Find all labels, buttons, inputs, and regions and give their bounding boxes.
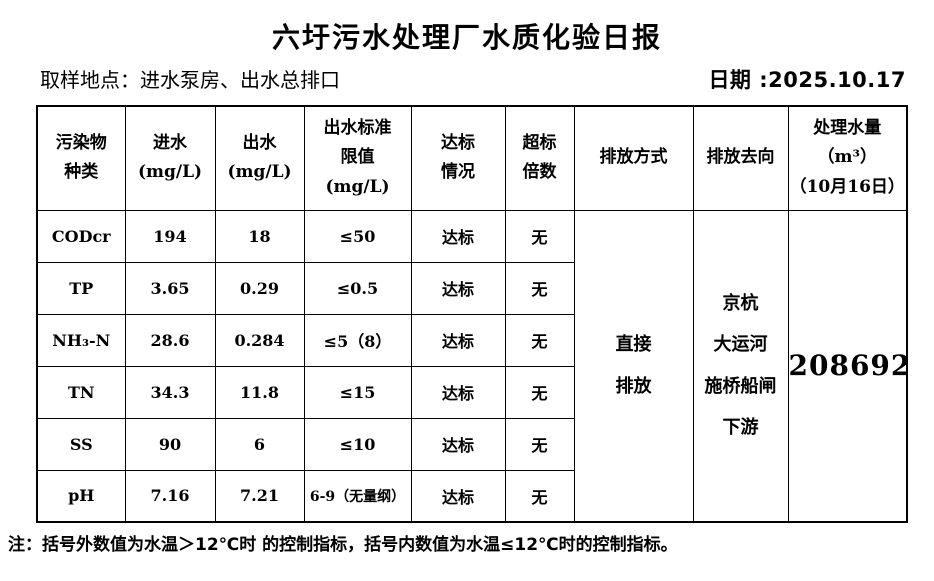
cell-exceed: 无: [504, 365, 575, 419]
cell-pollutant: NH₃-N: [36, 313, 126, 367]
cell-influent: 28.6: [124, 313, 216, 367]
water-quality-table: 污染物 种类 进水 (mg/L) 出水 (mg/L) 出水标准 限值 (mg/L…: [36, 105, 908, 523]
cell-treated-volume: 208692: [787, 209, 908, 523]
cell-pollutant: TP: [36, 261, 126, 315]
col-header-effluent: 出水 (mg/L): [214, 105, 305, 211]
table-row-tp: TP 3.65 0.29 ≤0.5 达标 无: [36, 261, 907, 315]
footnote: 注：括号外数值为水温＞12℃时 的控制指标，括号内数值为水温≤12℃时的控制指标…: [8, 535, 678, 555]
cell-status: 达标: [410, 313, 506, 367]
cell-pollutant: pH: [36, 469, 126, 523]
cell-effluent: 6: [214, 417, 305, 471]
sampling-location-label: 取样地点：进水泵房、出水总排口: [40, 68, 340, 92]
page-title: 六圩污水处理厂水质化验日报: [271, 21, 662, 54]
cell-status: 达标: [410, 469, 506, 523]
col-header-influent: 进水 (mg/L): [124, 105, 216, 211]
col-header-pollutant: 污染物 种类: [36, 105, 126, 211]
col-header-discharge-destination: 排放去向: [692, 105, 789, 211]
cell-influent: 194: [124, 209, 216, 263]
col-header-discharge-method: 排放方式: [573, 105, 694, 211]
table-row-tn: TN 34.3 11.8 ≤15 达标 无: [36, 365, 907, 419]
cell-status: 达标: [410, 417, 506, 471]
table-row-ss: SS 90 6 ≤10 达标 无: [36, 417, 907, 471]
table-row-codcr: CODcr 194 18 ≤50 达标 无 直接 排放 京杭 大运河 施桥船闸 …: [36, 209, 908, 523]
cell-discharge-method: 直接 排放: [573, 209, 694, 523]
table-header-row: 污染物 种类 进水 (mg/L) 出水 (mg/L) 出水标准 限值 (mg/L…: [36, 105, 908, 211]
cell-pollutant: TN: [36, 365, 126, 419]
col-header-status: 达标 情况: [410, 105, 506, 211]
cell-exceed: 无: [504, 261, 575, 315]
table-row-nh3n: NH₃-N 28.6 0.284 ≤5（8） 达标 无: [36, 313, 907, 367]
table-row-ph: pH 7.16 7.21 6-9（无量纲） 达标 无: [36, 469, 907, 523]
cell-limit: ≤10: [303, 417, 412, 471]
col-header-treated-volume: 处理水量 （m³） （10月16日）: [787, 105, 908, 211]
cell-discharge-destination: 京杭 大运河 施桥船闸 下游: [692, 209, 789, 523]
cell-exceed: 无: [504, 209, 575, 263]
cell-status: 达标: [410, 209, 506, 263]
cell-influent: 7.16: [124, 469, 216, 523]
cell-pollutant: SS: [36, 417, 126, 471]
cell-effluent: 18: [214, 209, 305, 263]
report-date: 日期 :2025.10.17: [708, 68, 906, 92]
cell-effluent: 0.29: [214, 261, 305, 315]
cell-exceed: 无: [504, 469, 575, 523]
cell-influent: 3.65: [124, 261, 216, 315]
cell-limit: ≤5（8）: [303, 313, 412, 367]
cell-limit: ≤50: [303, 209, 412, 263]
cell-status: 达标: [410, 365, 506, 419]
cell-limit: 6-9（无量纲）: [303, 469, 412, 523]
col-header-exceed: 超标 倍数: [504, 105, 575, 211]
col-header-limit: 出水标准 限值 (mg/L): [303, 105, 412, 211]
cell-effluent: 0.284: [214, 313, 305, 367]
cell-effluent: 7.21: [214, 469, 305, 523]
cell-influent: 90: [124, 417, 216, 471]
cell-limit: ≤0.5: [303, 261, 412, 315]
cell-pollutant: CODcr: [36, 209, 126, 263]
cell-effluent: 11.8: [214, 365, 305, 419]
cell-influent: 34.3: [124, 365, 216, 419]
cell-exceed: 无: [504, 417, 575, 471]
cell-exceed: 无: [504, 313, 575, 367]
cell-status: 达标: [410, 261, 506, 315]
report-subheader: 取样地点：进水泵房、出水总排口 日期 :2025.10.17: [40, 64, 906, 94]
cell-limit: ≤15: [303, 365, 412, 419]
